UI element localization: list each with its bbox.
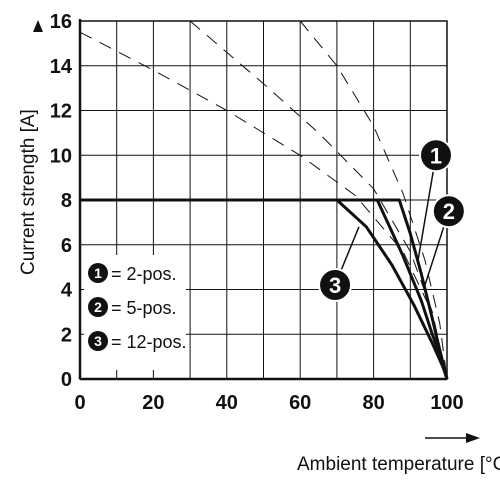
legend-marker-number: 2: [94, 299, 102, 315]
marker-number: 2: [443, 199, 455, 224]
legend-marker-number: 1: [94, 265, 102, 281]
marker-circle-2: [431, 194, 466, 229]
legend-marker-1: [88, 263, 108, 283]
series-line-3: [80, 198, 449, 380]
legend-label: = 5-pos.: [111, 298, 177, 318]
y-tick-label: 6: [61, 235, 72, 257]
y-tick-label: 4: [61, 280, 73, 302]
dashed-reference-line: [299, 20, 448, 380]
y-axis-arrow: [33, 20, 43, 32]
x-axis-title: Ambient temperature [°C]: [297, 454, 500, 475]
y-tick-label: 14: [50, 56, 73, 78]
y-tick-label: 8: [61, 190, 72, 212]
legend-label: = 12-pos.: [111, 332, 187, 352]
dashed-reference-line: [189, 20, 448, 380]
x-tick-label: 40: [216, 392, 238, 414]
legend: 1 = 2-pos. 2 = 5-pos. 3 = 12-pos.: [84, 255, 187, 370]
marker-leader-line: [416, 155, 437, 263]
x-tick-label: 0: [74, 392, 85, 414]
curve-markers: 1 2 3: [318, 138, 466, 303]
x-tick-label: 80: [362, 392, 384, 414]
x-tick-label: 100: [430, 392, 463, 414]
y-tick-label: 10: [50, 145, 72, 167]
x-tick-label: 20: [142, 392, 164, 414]
y-tick-label: 12: [50, 101, 72, 123]
y-tick-label: 2: [61, 324, 72, 346]
y-tick-label: 0: [61, 369, 72, 391]
marker-number: 3: [329, 273, 341, 298]
marker-circle-3: [318, 268, 353, 303]
y-tick-label: 16: [50, 11, 72, 33]
x-tick-label: 60: [289, 392, 311, 414]
marker-number: 1: [430, 143, 442, 168]
legend-marker-3: [88, 331, 108, 351]
series-lines: [79, 20, 449, 380]
legend-marker-number: 3: [94, 333, 102, 349]
legend-label: = 2-pos.: [111, 264, 177, 284]
marker-circle-1: [418, 138, 453, 173]
y-tick-labels: 0 2 4 6 8 10 12 14 16: [50, 11, 73, 391]
y-axis-title: Current strength [A]: [18, 109, 39, 275]
x-axis-arrow: [425, 433, 480, 443]
dashed-reference-line: [79, 31, 448, 380]
x-tick-labels: 0 20 40 60 80 100: [74, 392, 463, 414]
legend-marker-2: [88, 297, 108, 317]
